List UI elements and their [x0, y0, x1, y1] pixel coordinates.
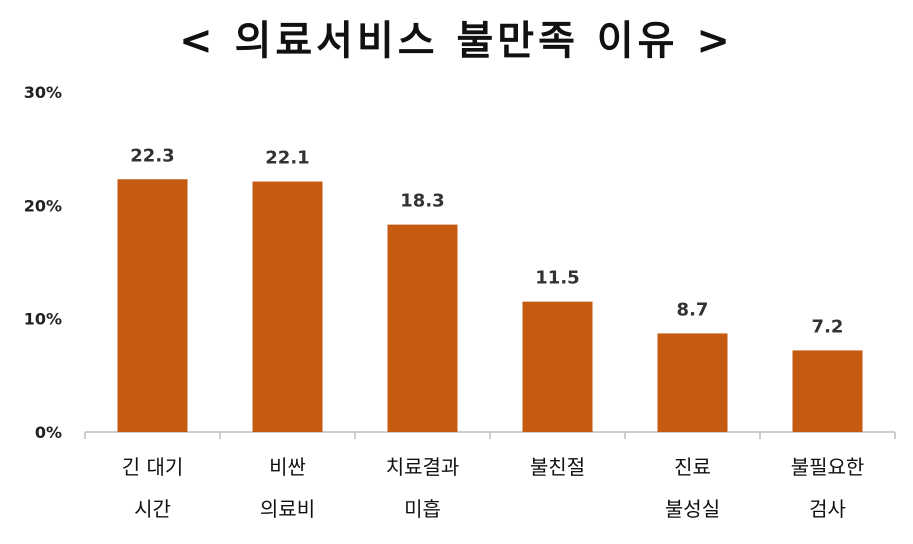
bar [252, 181, 323, 432]
y-tick-label: 0% [35, 423, 62, 442]
data-label: 22.1 [265, 148, 309, 169]
data-label: 8.7 [677, 299, 709, 320]
x-tick-label: 검사 [809, 497, 846, 521]
x-axis-ticks [84, 432, 896, 439]
y-tick-label: 20% [24, 196, 62, 215]
data-label: 18.3 [400, 191, 444, 212]
x-tick-label: 불친절 [530, 455, 585, 479]
data-label: 22.3 [130, 145, 174, 166]
chart-title: < 의료서비스 불만족 이유 > [179, 18, 734, 64]
y-tick-label: 30% [24, 83, 62, 102]
bar [792, 350, 863, 432]
bar [387, 224, 458, 432]
x-tick-label: 불성실 [665, 497, 720, 521]
x-tick-label: 의료비 [260, 497, 315, 521]
y-axis-labels: 0% 10% 20% 30% [24, 83, 62, 442]
x-tick-label: 시간 [134, 497, 171, 521]
x-tick-label: 치료결과 [386, 455, 460, 479]
x-tick-label: 비싼 [269, 455, 306, 479]
y-tick-label: 10% [24, 310, 62, 329]
value-labels: 22.3 22.1 18.3 11.5 8.7 7.2 [130, 145, 843, 337]
x-tick-label: 불필요한 [791, 455, 865, 479]
x-tick-label: 긴 대기 [122, 455, 184, 479]
x-tick-label: 미흡 [404, 497, 441, 521]
data-label: 11.5 [535, 268, 579, 289]
bars [117, 179, 863, 432]
bar [657, 333, 728, 432]
bar [522, 301, 593, 432]
data-label: 7.2 [812, 316, 844, 337]
x-tick-label: 진료 [674, 455, 711, 479]
bar [117, 179, 188, 432]
